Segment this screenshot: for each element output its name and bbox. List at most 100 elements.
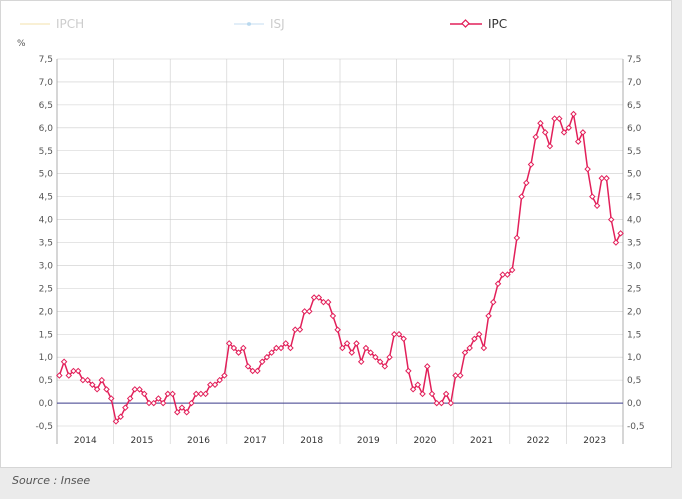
ipc-data-point (513, 234, 521, 242)
y-tick-label-right: 3,0 (627, 261, 642, 271)
ipc-data-point (188, 399, 195, 407)
ipc-data-point (381, 363, 389, 370)
legend-label-ipc: IPC (488, 17, 508, 31)
x-tick-label: 2014 (74, 436, 97, 446)
source-note: Source : Insee (12, 474, 91, 487)
ipc-data-point (192, 390, 200, 398)
ipc-data-point (537, 119, 544, 127)
ipc-data-point (282, 340, 290, 347)
ipc-data-point (442, 390, 450, 398)
legend-line-ipch-icon (20, 23, 50, 25)
ipc-data-point (334, 326, 341, 333)
ipc-data-point (386, 353, 393, 361)
ipc-data-point (145, 399, 153, 407)
y-tick-label-right: 7,5 (627, 55, 641, 65)
ipc-data-point (457, 372, 464, 379)
ipc-data-point (225, 340, 233, 347)
ipc-data-point (60, 358, 68, 366)
ipc-data-point (461, 349, 469, 356)
ipc-data-point (240, 344, 247, 352)
x-tick-label: 2019 (357, 436, 380, 446)
ipc-data-point (103, 386, 110, 393)
ipc-data-point (178, 404, 186, 411)
ipc-data-point (471, 335, 478, 343)
y-tick-label-right: 2,5 (627, 284, 641, 294)
ipc-data-point (362, 344, 370, 352)
y-tick-label-left: 2,5 (39, 284, 53, 294)
x-tick-label: 2016 (187, 436, 210, 446)
ipc-data-point (372, 353, 379, 361)
ipc-data-point (376, 358, 384, 366)
ipc-data-point (480, 344, 488, 352)
ipc-data-point (339, 344, 346, 352)
ipc-data-point (296, 326, 304, 333)
ipc-data-point (400, 335, 407, 343)
ipc-data-point (84, 376, 91, 384)
x-tick-label: 2020 (413, 436, 436, 446)
y-tick-label-left: 7,0 (39, 78, 54, 88)
ipc-data-point (301, 308, 308, 315)
y-tick-label-left: 6,5 (39, 101, 53, 111)
ipc-data-point (438, 399, 445, 407)
y-tick-label-left: 3,5 (39, 239, 53, 249)
ipc-data-point (428, 390, 436, 398)
ipc-data-point (183, 408, 190, 416)
ipc-data-point (268, 349, 275, 356)
ipc-data-point (107, 395, 115, 402)
y-tick-label-right: 6,5 (627, 101, 641, 111)
ipc-data-point (570, 110, 577, 118)
chart-card (0, 0, 672, 468)
x-tick-label: 2018 (300, 436, 323, 446)
ipc-data-point (89, 381, 96, 388)
y-tick-label-right: 4,5 (627, 193, 641, 203)
ipc-data-point (546, 142, 554, 150)
y-tick-label-left: 7,5 (39, 55, 53, 65)
ipc-data-point (405, 367, 412, 375)
ipc-data-point (603, 175, 610, 182)
legend-label-ipch: IPCH (56, 17, 85, 31)
y-tick-label-right: 5,0 (627, 170, 642, 180)
y-tick-label-right: 7,0 (627, 78, 642, 88)
ipc-data-point (433, 399, 440, 407)
ipc-data-point (169, 390, 176, 398)
legend-item-ipc[interactable]: IPC (450, 16, 507, 32)
ipc-data-point (155, 395, 162, 402)
ipc-data-point (221, 372, 228, 379)
ipc-data-point (494, 280, 502, 288)
legend: IPCH ISJ IPC (0, 16, 670, 32)
ipc-data-point (419, 390, 426, 398)
y-tick-label-right: -0,5 (627, 422, 645, 432)
x-tick-label: 2022 (527, 436, 550, 446)
ipc-data-point (518, 193, 525, 200)
ipc-data-point (207, 381, 214, 388)
ipc-data-point (556, 115, 563, 122)
ipc-data-point (216, 376, 223, 384)
ipc-data-point (541, 129, 549, 136)
ipc-data-point (574, 138, 582, 145)
ipc-data-point (126, 395, 134, 402)
y-tick-label-left: 5,5 (39, 147, 53, 157)
y-tick-label-left: 1,5 (39, 330, 53, 340)
y-tick-label-right: 6,0 (627, 124, 642, 134)
ipc-data-point (523, 179, 530, 187)
ipc-data-point (235, 349, 242, 356)
ipc-data-point (263, 353, 271, 361)
ipc-data-point (258, 358, 266, 366)
ipc-data-point (117, 413, 124, 421)
ipc-data-point (565, 124, 573, 132)
legend-item-isj[interactable]: ISJ (234, 16, 285, 32)
legend-item-ipch[interactable]: IPCH (20, 16, 84, 32)
ipc-data-point (348, 349, 356, 356)
y-tick-label-left: -0,5 (35, 422, 53, 432)
y-tick-label-left: 6,0 (39, 124, 54, 134)
ipc-data-point (357, 358, 365, 366)
ipc-data-point (141, 390, 148, 398)
ipc-data-point (452, 372, 459, 379)
ipc-data-point (391, 331, 398, 338)
ipc-data-point (353, 340, 360, 347)
ipc-data-point (329, 312, 337, 320)
ipc-data-point (499, 271, 506, 278)
ipc-data-point (367, 349, 374, 356)
ipc-data-point (589, 193, 596, 200)
legend-label-isj: ISJ (270, 17, 285, 31)
